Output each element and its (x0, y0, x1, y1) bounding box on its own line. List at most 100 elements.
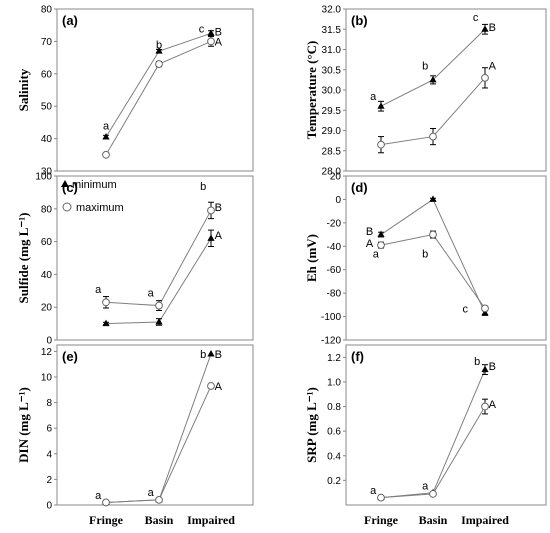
x-category-label: Basin (419, 513, 448, 527)
significance-letter: b (422, 248, 428, 260)
series-line-maximum (380, 234, 486, 309)
data-point-maximum (155, 301, 163, 310)
significance-letter: a (148, 487, 155, 499)
y-tick-label: 20 (330, 172, 342, 183)
data-point-maximum (377, 140, 385, 149)
y-tick-label: 31.0 (322, 45, 342, 56)
significance-letter: B (489, 361, 496, 373)
y-tick-label: 0.2 (327, 476, 341, 487)
y-axis-label: DIN (mg L⁻¹) (16, 387, 31, 463)
data-point-minimum (429, 195, 437, 202)
y-tick-label: 60 (41, 69, 53, 80)
data-point-maximum (155, 60, 163, 68)
y-tick-label: 2 (46, 475, 52, 486)
y-axis-label: Salinity (16, 68, 31, 111)
data-point-minimum (102, 319, 110, 327)
y-tick-label: -80 (327, 289, 342, 300)
data-point-maximum (102, 498, 110, 507)
significance-letter: a (422, 480, 429, 492)
panel-frame (56, 8, 254, 172)
y-tick-label: -40 (327, 242, 342, 253)
panel-frame (56, 175, 254, 341)
y-tick-label: 0.8 (327, 402, 341, 413)
significance-letter: a (370, 91, 377, 103)
data-point-maximum (102, 150, 110, 159)
significance-letter: a (148, 287, 155, 299)
data-point-maximum (102, 298, 110, 307)
data-point-minimum (429, 75, 437, 83)
y-tick-label: 60 (41, 237, 53, 248)
y-tick-label: 4 (46, 449, 52, 460)
data-point-maximum (377, 493, 385, 502)
y-tick-label: 20 (41, 303, 53, 314)
series-line-maximum (105, 385, 212, 503)
y-tick-label: 6 (46, 424, 52, 435)
y-tick-label: 8 (46, 398, 52, 409)
y-axis-label: Sulfide (mg L⁻¹) (16, 213, 31, 304)
significance-letter: c (473, 12, 479, 24)
x-category-label: Fringe (364, 513, 399, 527)
data-point-maximum (429, 490, 437, 498)
data-point-maximum (207, 37, 215, 46)
y-tick-label: 0 (335, 195, 341, 206)
significance-letter: b (156, 40, 162, 52)
data-point-maximum (207, 206, 215, 215)
series-line-maximum (105, 40, 212, 156)
significance-letter: B (215, 349, 222, 361)
data-point-maximum (377, 241, 385, 250)
panel-label: (f) (351, 349, 364, 364)
y-tick-label: 1.0 (327, 377, 341, 388)
significance-letter: A (215, 36, 223, 48)
y-tick-label: -100 (321, 312, 341, 323)
panel-label: (d) (351, 180, 368, 195)
y-tick-label: 70 (41, 37, 53, 48)
y-tick-label: 0.4 (327, 451, 341, 462)
y-tick-label: 40 (41, 270, 53, 281)
y-tick-label: 32.0 (322, 5, 342, 16)
y-tick-label: 100 (35, 172, 52, 183)
data-point-minimum (102, 132, 110, 140)
x-category-label: Basin (145, 513, 174, 527)
y-tick-label: 29.0 (322, 126, 342, 137)
significance-letter: a (103, 121, 110, 133)
x-category-label: Fringe (89, 513, 124, 527)
significance-letter: b (200, 349, 206, 361)
legend: minimum maximum (61, 179, 124, 214)
series-line-minimum (105, 353, 212, 503)
y-tick-label: 30.5 (322, 65, 342, 76)
panel-label: (a) (62, 13, 78, 28)
data-point-maximum (481, 402, 489, 411)
data-point-minimum (207, 349, 215, 357)
significance-letter: a (373, 248, 380, 260)
y-tick-label: 12 (41, 347, 53, 358)
data-point-minimum (377, 230, 385, 238)
y-tick-label: 0 (46, 501, 52, 512)
significance-letter: c (462, 303, 468, 315)
significance-letter: b (474, 356, 480, 368)
series-line-maximum (380, 406, 486, 499)
legend-label-maximum: maximum (76, 202, 124, 214)
y-tick-label: -20 (327, 218, 342, 229)
significance-letter: B (489, 22, 496, 34)
significance-letter: b (422, 61, 428, 73)
data-point-maximum (155, 495, 163, 504)
y-tick-label: 10 (41, 373, 53, 384)
series-line-maximum (105, 210, 212, 307)
y-tick-label: 80 (41, 5, 53, 16)
significance-letter: A (489, 61, 497, 73)
y-tick-label: -120 (321, 336, 341, 347)
significance-letter: c (199, 23, 205, 35)
panel-frame (345, 175, 547, 341)
significance-letter: A (215, 381, 223, 393)
significance-letter: a (370, 485, 377, 497)
data-point-minimum (481, 365, 489, 373)
y-tick-label: 40 (41, 134, 53, 145)
y-axis-label: Temperature (°C) (304, 41, 319, 140)
y-tick-label: 28.5 (322, 146, 342, 157)
y-tick-label: 29.5 (322, 106, 342, 117)
panel-frame (56, 344, 254, 506)
y-tick-label: -60 (327, 265, 342, 276)
legend-marker-minimum (61, 180, 69, 187)
significance-letter: b (200, 181, 206, 193)
data-point-minimum (481, 25, 489, 32)
